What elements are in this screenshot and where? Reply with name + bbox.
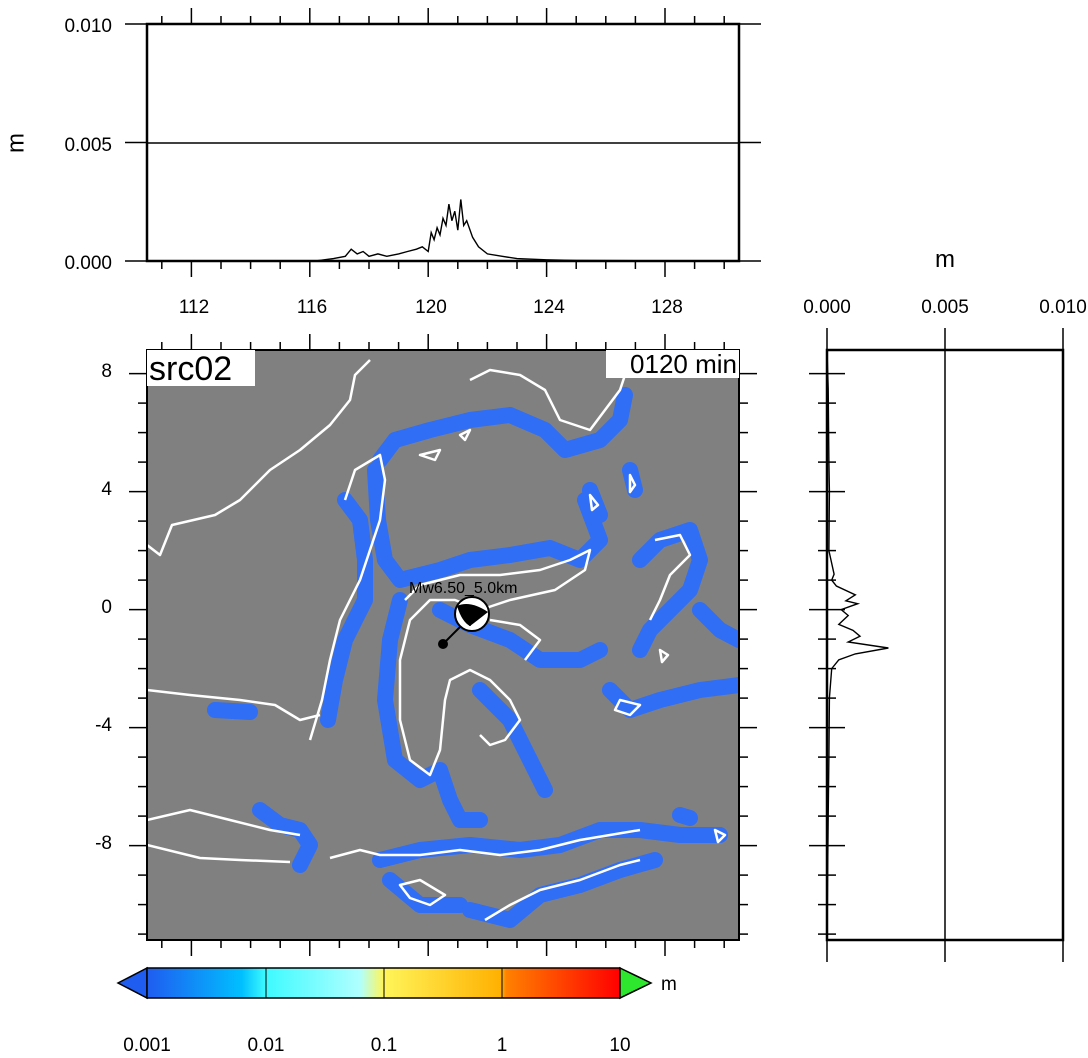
right-profile-ticks bbox=[809, 328, 1064, 962]
right-profile-series-line bbox=[826, 349, 889, 941]
beachball-icon bbox=[454, 596, 490, 632]
lat-tick-label: -4 bbox=[95, 715, 112, 736]
wave-band-kalimantan-south bbox=[207, 702, 258, 720]
right-xtick-label: 0.005 bbox=[921, 297, 969, 318]
colorbar-unit: m bbox=[661, 974, 677, 995]
top-profile-ticks bbox=[125, 8, 761, 277]
lat-tick-label: 0 bbox=[101, 597, 112, 618]
colorbar-tick-label: 10 bbox=[609, 1035, 630, 1056]
lon-tick-label: 128 bbox=[651, 297, 683, 318]
coastline-sulawesi-east-arm bbox=[489, 618, 542, 661]
lat-tick-label: 8 bbox=[101, 361, 112, 382]
colorbar-tick-label: 0.01 bbox=[248, 1035, 285, 1056]
wave-band-sumbawa bbox=[382, 872, 468, 913]
right-xtick-label: 0.010 bbox=[1039, 297, 1087, 318]
wave-band-west-sulawesi bbox=[377, 592, 488, 828]
coastline-borneo-north bbox=[147, 359, 371, 557]
epicenter-marker bbox=[438, 639, 448, 649]
wave-band-banggai bbox=[602, 677, 739, 718]
map-title: src02 bbox=[149, 350, 232, 388]
top-profile-series-line bbox=[147, 199, 740, 262]
coastline-java bbox=[147, 808, 301, 837]
top-profile-ylabel: m bbox=[2, 133, 29, 153]
map-panel: 8 4 0 -4 -8 112 116 120 124 128 src02 01… bbox=[95, 297, 757, 956]
map-ticks bbox=[129, 334, 757, 956]
coastline-islet bbox=[658, 648, 670, 664]
coastline-borneo-east bbox=[308, 453, 387, 741]
coastline-sumba bbox=[398, 878, 447, 907]
colorbar: m 0.001 0.01 0.1 1 10 bbox=[116, 966, 677, 1056]
top-profile-panel: 0.010 0.005 0.000 m bbox=[2, 8, 761, 277]
wave-band-north bbox=[372, 387, 633, 468]
map-content bbox=[147, 359, 739, 928]
right-profile-xlabel: m bbox=[935, 246, 955, 273]
right-xtick-label: 0.000 bbox=[803, 297, 851, 318]
wave-band-north-arm bbox=[367, 462, 608, 588]
colorbar-tick-label: 0.1 bbox=[371, 1035, 397, 1056]
coastline-islet bbox=[613, 698, 642, 717]
coastline-borneo-south bbox=[147, 688, 321, 722]
wave-band-southeast-arm bbox=[472, 682, 553, 798]
coastline-islet bbox=[588, 493, 600, 512]
coastline-timor bbox=[484, 858, 641, 922]
time-box bbox=[606, 350, 739, 378]
wave-band-timor bbox=[462, 852, 663, 928]
coastline-islet bbox=[418, 448, 442, 462]
coastline-java-south bbox=[147, 843, 291, 864]
coastlines bbox=[147, 359, 727, 922]
coastline-islet bbox=[713, 828, 727, 844]
lon-tick-label: 116 bbox=[297, 297, 327, 318]
lat-tick-label: 4 bbox=[101, 479, 112, 500]
right-profile-panel: 0.000 0.005 0.010 m bbox=[803, 246, 1087, 962]
colorbar-above-triangle bbox=[619, 966, 653, 1000]
colorbar-below-triangle bbox=[116, 966, 148, 1000]
coastline-sulawesi bbox=[398, 548, 592, 777]
wave-band-java bbox=[252, 802, 318, 873]
lon-tick-label: 112 bbox=[179, 297, 209, 318]
coastline-islet bbox=[458, 428, 472, 442]
lon-tick-label: 120 bbox=[415, 297, 447, 318]
event-label: Mw6.50_5.0km bbox=[409, 580, 518, 597]
coastline-mindanao bbox=[469, 368, 627, 432]
colorbar-tick-label: 0.001 bbox=[123, 1035, 171, 1056]
coastline-lesser-sunda bbox=[329, 828, 641, 860]
coastline-islet bbox=[628, 473, 637, 494]
map-frame bbox=[146, 349, 740, 941]
top-ytick-label: 0.005 bbox=[64, 135, 112, 156]
time-label: 0120 min bbox=[630, 349, 737, 379]
wave-band-borneo-east bbox=[320, 492, 373, 728]
top-ytick-label: 0.010 bbox=[64, 16, 112, 37]
coastline-halmahera bbox=[648, 533, 692, 621]
top-ytick-label: 0.000 bbox=[64, 253, 112, 274]
wave-band-east bbox=[692, 602, 739, 648]
colorbar-tick-label: 1 bbox=[497, 1035, 508, 1056]
title-box bbox=[147, 350, 255, 386]
wave-band-islet bbox=[672, 807, 698, 826]
lat-tick-label: -8 bbox=[95, 833, 112, 854]
lon-tick-label: 124 bbox=[533, 297, 565, 318]
